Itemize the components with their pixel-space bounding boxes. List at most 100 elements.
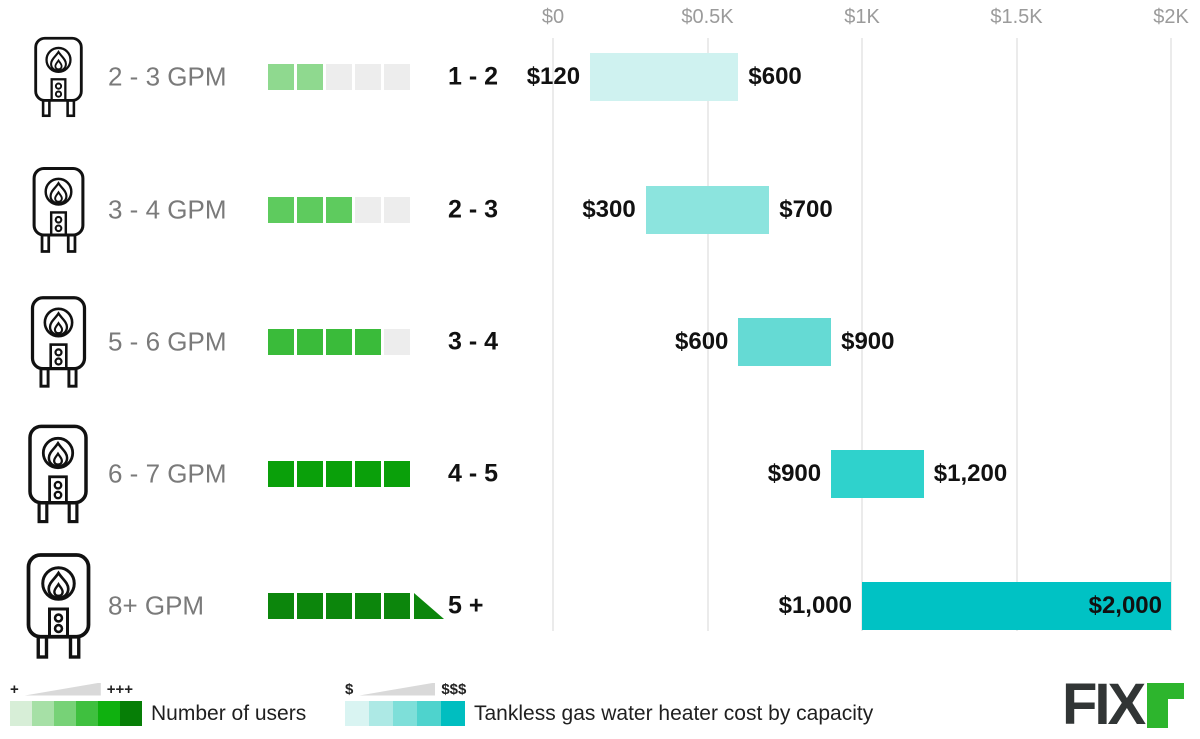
gpm-label: 8+ GPM <box>108 590 205 621</box>
cost-gradient-swatches <box>345 701 465 726</box>
gridline <box>706 38 709 631</box>
users-range-label: 1 - 2 <box>448 62 499 91</box>
user-square-empty <box>355 197 381 223</box>
gridline <box>861 38 863 631</box>
users-range-label: 2 - 3 <box>448 195 499 224</box>
user-square-filled <box>326 197 352 223</box>
user-square-filled <box>297 461 323 487</box>
user-square-filled <box>384 593 410 619</box>
axis-tick-label: $1.5K <box>990 6 1043 28</box>
gradient-swatch <box>393 701 417 726</box>
dollar-low-symbol: $ <box>345 680 354 698</box>
user-count-squares <box>268 197 413 223</box>
gradient-swatch <box>369 701 393 726</box>
user-square-filled <box>268 593 294 619</box>
user-square-filled <box>297 593 323 619</box>
user-square-filled <box>355 329 381 355</box>
gridline <box>552 38 554 631</box>
user-square-filled <box>384 461 410 487</box>
legend-users: + +++ Number of users <box>10 682 306 726</box>
dollar-high-symbol: $$$ <box>441 680 467 698</box>
water-heater-icon <box>28 165 89 254</box>
cost-min-label: $900 <box>767 460 822 487</box>
user-square-filled <box>268 329 294 355</box>
cost-intensity-scale: $ $$$ <box>345 680 873 698</box>
gradient-swatch <box>345 701 369 726</box>
plus-high-symbol: +++ <box>106 680 134 698</box>
heater-row: 3 - 4 GPM 2 - 3 $300 $700 <box>0 144 1200 276</box>
cost-range-bar <box>831 450 924 498</box>
user-square-filled <box>297 197 323 223</box>
gpm-label: 5 - 6 GPM <box>108 326 227 357</box>
user-square-empty <box>326 64 352 90</box>
legend-cost: $ $$$ Tankless gas water heater cost by … <box>345 682 873 726</box>
fixr-logo-r-icon <box>1147 683 1185 728</box>
user-count-squares <box>268 593 447 619</box>
cost-legend-label: Tankless gas water heater cost by capaci… <box>474 701 874 725</box>
gradient-swatch <box>120 701 142 726</box>
heater-row: 8+ GPM 5 + $1,000 $2,000 <box>0 540 1200 672</box>
gradient-swatch <box>417 701 441 726</box>
gradient-swatch <box>76 701 98 726</box>
cost-range-bar <box>645 186 770 234</box>
user-square-filled <box>268 461 294 487</box>
user-square-empty <box>384 197 410 223</box>
wedge-icon <box>24 682 101 696</box>
user-square-empty <box>355 64 381 90</box>
axis-tick-label: $0 <box>541 6 565 28</box>
cost-min-label: $120 <box>526 63 581 90</box>
user-square-filled <box>326 329 352 355</box>
cost-max-label: $700 <box>779 196 833 223</box>
water-heater-icon <box>21 551 96 661</box>
cost-range-bar <box>738 318 832 366</box>
gpm-label: 6 - 7 GPM <box>108 458 227 489</box>
users-legend-label: Number of users <box>151 701 307 725</box>
user-square-filled <box>355 461 381 487</box>
user-count-squares <box>268 329 413 355</box>
water-heater-icon <box>26 295 91 390</box>
cost-min-label: $300 <box>582 196 636 223</box>
users-range-label: 5 + <box>448 591 484 620</box>
cost-max-label: $600 <box>748 63 802 90</box>
users-gradient-swatches <box>10 701 142 726</box>
user-square-empty <box>384 329 410 355</box>
cost-min-label: $600 <box>675 328 729 355</box>
user-square-filled <box>268 64 294 90</box>
user-count-squares <box>268 461 413 487</box>
heater-row: 5 - 6 GPM 3 - 4 $600 $900 <box>0 276 1200 408</box>
water-heater-icon <box>23 423 93 525</box>
user-square-filled <box>326 461 352 487</box>
gradient-swatch <box>10 701 32 726</box>
fixr-logo: FIX <box>1062 672 1185 737</box>
fixr-logo-text: FIX <box>1062 672 1146 737</box>
gradient-swatch <box>54 701 76 726</box>
users-range-label: 4 - 5 <box>448 459 499 488</box>
cost-max-label: $2,000 <box>1088 592 1162 619</box>
user-square-plus-triangle-icon <box>414 593 444 619</box>
user-square-filled <box>268 197 294 223</box>
gpm-label: 2 - 3 GPM <box>108 61 227 92</box>
axis-tick-label: $0.5K <box>681 6 734 28</box>
gradient-swatch <box>32 701 54 726</box>
cost-max-label: $900 <box>841 328 895 355</box>
cost-range-bar <box>590 53 739 101</box>
users-intensity-scale: + +++ <box>10 680 306 698</box>
user-square-filled <box>355 593 381 619</box>
users-range-label: 3 - 4 <box>448 327 499 356</box>
gpm-label: 3 - 4 GPM <box>108 194 227 225</box>
heater-row: 2 - 3 GPM 1 - 2 $120 $600 <box>0 11 1200 143</box>
plus-low-symbol: + <box>10 680 19 698</box>
user-square-filled <box>297 64 323 90</box>
heater-row: 6 - 7 GPM 4 - 5 $900 $1,200 <box>0 408 1200 540</box>
cost-range-bar <box>862 582 1171 630</box>
user-count-squares <box>268 64 413 90</box>
gridline <box>1015 38 1018 631</box>
gradient-swatch <box>441 701 465 726</box>
gradient-swatch <box>98 701 120 726</box>
wedge-icon <box>359 682 436 696</box>
cost-max-label: $1,200 <box>933 460 1008 487</box>
gridline <box>1170 38 1172 631</box>
cost-min-label: $1,000 <box>778 592 852 619</box>
water-heater-icon <box>30 35 87 118</box>
